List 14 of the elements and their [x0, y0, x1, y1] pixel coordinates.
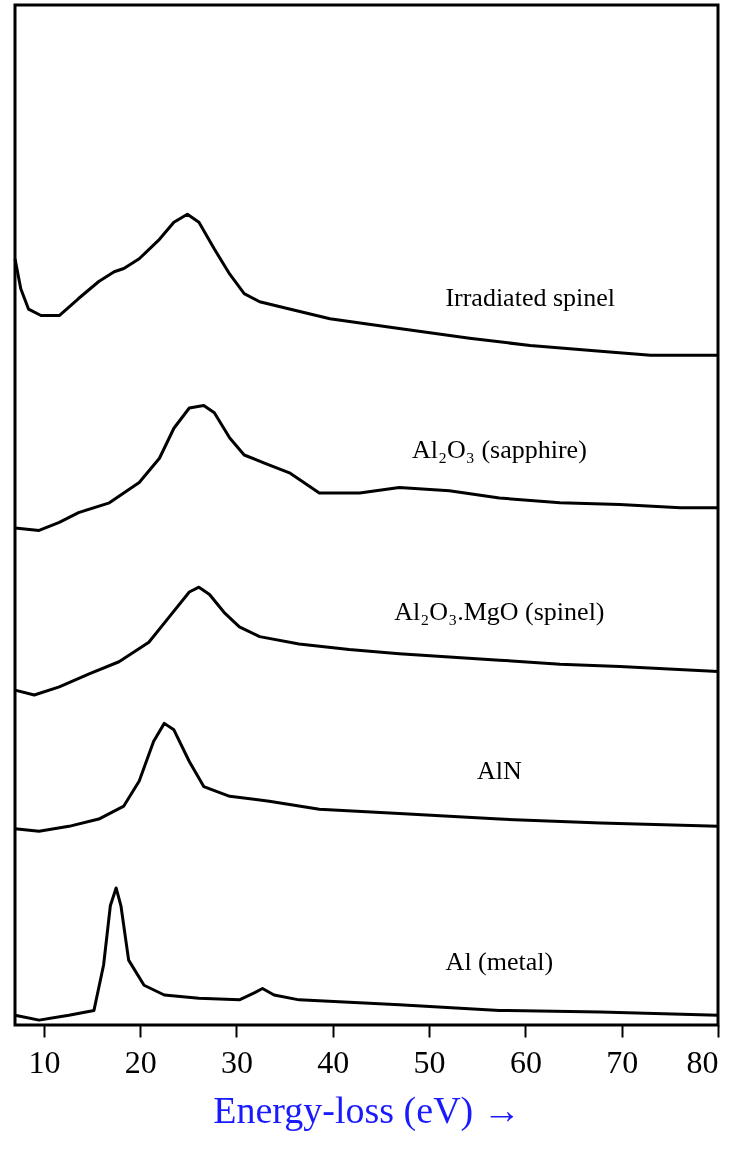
series-label: Al (metal)	[445, 947, 554, 977]
x-tick-label: 60	[509, 1043, 542, 1080]
x-tick-label: 70	[606, 1043, 639, 1080]
x-tick-label: 30	[220, 1043, 253, 1080]
series-label: Irradiated spinel	[445, 282, 616, 312]
series-label: Al₂O₃ (sapphire)	[411, 434, 587, 464]
series-label: Al₂O₃.MgO (spinel)	[394, 597, 605, 627]
x-tick-label: 80	[686, 1043, 719, 1080]
x-tick-label: 20	[124, 1043, 157, 1080]
x-axis-title: Energy-loss (eV) →	[213, 1088, 521, 1132]
x-tick-label: 40	[317, 1043, 350, 1080]
x-tick-label: 50	[413, 1043, 446, 1080]
x-tick-label: 10	[28, 1043, 61, 1080]
series-label: AlN	[477, 756, 523, 786]
